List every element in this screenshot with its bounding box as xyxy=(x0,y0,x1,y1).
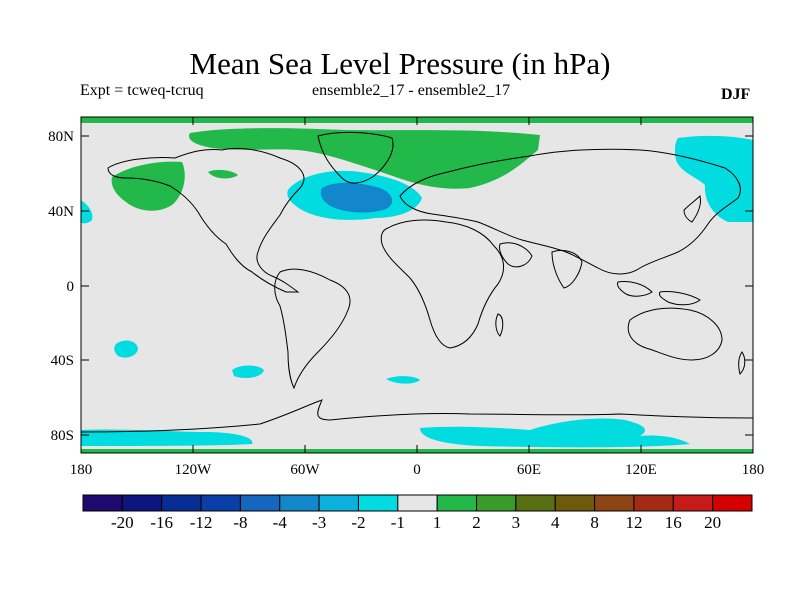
coastline-madagascar xyxy=(495,313,504,337)
coastline-new-zealand xyxy=(738,351,746,375)
colorbar-swatch-0 xyxy=(82,494,123,512)
map-title: Mean Sea Level Pressure (in hPa) xyxy=(189,46,611,81)
colorbar-swatch-8 xyxy=(397,494,438,512)
lon-label-120W: 120W xyxy=(175,462,213,478)
coastline-australia xyxy=(627,307,723,361)
colorbar-swatch-2 xyxy=(161,494,202,512)
colorbar-label-3: -8 xyxy=(233,513,247,532)
lat-label-40N: 40N xyxy=(48,204,74,220)
coastline-japan xyxy=(683,195,701,223)
colorbar-label-14: 16 xyxy=(665,513,682,532)
positive-region-canada xyxy=(208,169,238,179)
colorbar-label-12: 8 xyxy=(590,513,599,532)
lon-label-120E: 120E xyxy=(625,462,657,478)
lat-label-80N: 80N xyxy=(48,129,74,145)
colorbar-label-8: 1 xyxy=(433,513,442,532)
colorbar-swatch-3 xyxy=(200,494,241,512)
colorbar-swatch-14 xyxy=(633,494,674,512)
coastline-greenland xyxy=(317,131,394,184)
colorbar-label-4: -4 xyxy=(273,513,288,532)
lon-label-180w: 180 xyxy=(70,462,93,478)
negative-region-antarctic-west xyxy=(81,429,253,446)
colorbar-label-2: -12 xyxy=(190,513,213,532)
colorbar xyxy=(82,494,753,512)
coastline-india xyxy=(551,249,583,289)
colorbar-label-13: 12 xyxy=(625,513,642,532)
colorbar-swatch-10 xyxy=(476,494,517,512)
colorbar-label-5: -3 xyxy=(312,513,326,532)
negative-region-south-atlantic xyxy=(386,376,420,384)
colorbar-swatch-15 xyxy=(672,494,714,512)
colorbar-label-11: 4 xyxy=(551,513,560,532)
colorbar-label-10: 3 xyxy=(512,513,521,532)
negative-region-south-pacific-b xyxy=(232,365,264,378)
negative-core-north-atlantic xyxy=(320,182,393,213)
coastline-north-america xyxy=(107,147,305,293)
coastline-arabia xyxy=(499,242,533,268)
lon-label-60W: 60W xyxy=(290,462,320,478)
lon-label-180e: 180 xyxy=(742,462,765,478)
coastline-antarctica xyxy=(81,399,753,433)
colorbar-swatch-7 xyxy=(357,494,399,512)
lat-label-80S: 80S xyxy=(51,428,74,444)
coastline-south-america xyxy=(274,268,351,390)
ensemble-label: ensemble2_17 - ensemble2_17 xyxy=(312,82,511,99)
colorbar-swatch-9 xyxy=(436,494,478,512)
lat-label-0: 0 xyxy=(67,279,75,295)
positive-region-north-pacific xyxy=(111,161,185,211)
experiment-label: Expt = tcweq-tcruq xyxy=(80,82,204,99)
colorbar-swatch-13 xyxy=(594,494,635,512)
colorbar-label-15: 20 xyxy=(704,513,721,532)
lat-labels: 80N 40N 0 40S 80S xyxy=(48,129,74,444)
negative-region-south-pacific-a xyxy=(114,340,138,358)
lon-label-0: 0 xyxy=(413,462,421,478)
colorbar-swatch-6 xyxy=(318,494,359,512)
coastlines xyxy=(81,131,753,433)
lat-tick-marks xyxy=(81,135,753,436)
lon-label-60E: 60E xyxy=(517,462,541,478)
negative-region-antarctic-east xyxy=(420,418,690,448)
colorbar-label-7: -1 xyxy=(391,513,405,532)
lon-tick-marks xyxy=(80,117,754,453)
colorbar-label-6: -2 xyxy=(351,513,365,532)
coastline-africa xyxy=(380,219,504,349)
colorbar-swatch-5 xyxy=(279,494,320,512)
colorbar-swatch-11 xyxy=(515,494,556,512)
lon-labels: 180 120W 60W 0 60E 120E 180 xyxy=(70,462,765,478)
coastline-eurasia xyxy=(399,148,741,275)
colorbar-label-9: 2 xyxy=(472,513,481,532)
colorbar-label-0: -20 xyxy=(111,513,134,532)
negative-region-pacific-west-edge xyxy=(81,200,93,224)
lat-label-40S: 40S xyxy=(51,353,74,369)
colorbar-swatch-16 xyxy=(712,494,753,512)
colorbar-swatch-12 xyxy=(554,494,596,512)
colorbar-labels: -20 -16 -12 -8 -4 -3 -2 -1 1 2 3 4 8 12 16 20 xyxy=(111,513,721,532)
colorbar-label-1: -16 xyxy=(150,513,173,532)
positive-region-arctic xyxy=(189,128,540,189)
negative-region-siberia xyxy=(674,135,753,222)
coastline-southeast-asia xyxy=(617,281,701,306)
season-label: DJF xyxy=(721,86,751,103)
colorbar-swatch-1 xyxy=(121,494,163,512)
colorbar-swatch-4 xyxy=(239,494,281,512)
